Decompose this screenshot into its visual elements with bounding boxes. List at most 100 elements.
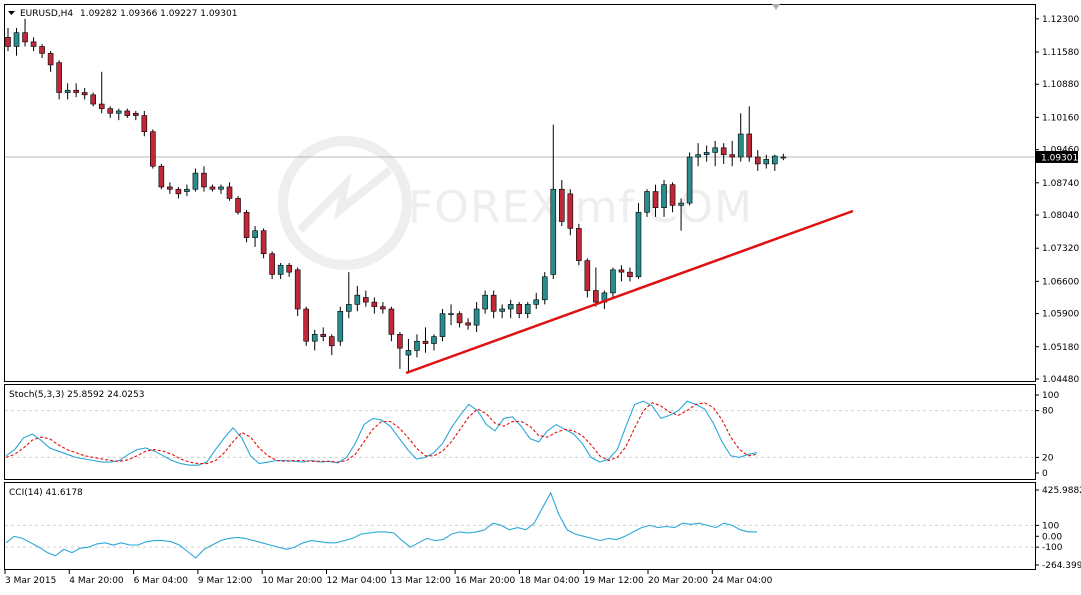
price-tick-label: 1.05180: [1042, 343, 1079, 353]
candle-bull: [661, 184, 667, 208]
candle-bull: [115, 110, 122, 114]
candle-bull: [277, 264, 284, 275]
candle-bear: [209, 186, 216, 190]
osc-tick-label: 100: [1042, 391, 1059, 401]
candle-bull: [354, 294, 361, 305]
price-tick-label: 1.09460: [1042, 146, 1079, 156]
candle-bear: [260, 230, 267, 255]
cci-label: CCI(14) 41.6178: [9, 488, 83, 498]
candle-bear: [388, 308, 395, 335]
candle-bull: [524, 304, 531, 314]
time-tick-label: 3 Mar 2015: [5, 576, 56, 586]
candle-bear: [47, 53, 54, 66]
candle-bear: [303, 308, 310, 342]
candle-bear: [269, 253, 275, 275]
time-tick-label: 20 Mar 20:00: [648, 576, 708, 586]
candle-bear: [618, 269, 625, 273]
price-tick-label: 1.04480: [1042, 375, 1079, 385]
candle-bear: [652, 191, 659, 208]
candle-bull: [644, 191, 650, 213]
candle-bear: [746, 133, 753, 158]
candle-bear: [107, 108, 114, 114]
candle-bull: [771, 155, 778, 165]
candle-bear: [490, 294, 497, 312]
ohlc-values: 1.09282 1.09366 1.09227 1.09301: [80, 9, 237, 19]
candle-bear: [5, 36, 11, 47]
osc-tick-label: -264.3997: [1042, 561, 1081, 571]
candle-bear: [73, 89, 79, 93]
candle-bear: [141, 115, 148, 132]
candle-bull: [192, 172, 199, 190]
time-tick-label: 19 Mar 12:00: [584, 576, 644, 586]
price-tick-label: 1.05900: [1042, 310, 1079, 320]
candle-bull: [405, 350, 412, 356]
candle-bear: [397, 334, 403, 349]
candle-bull: [473, 308, 480, 326]
candle-bull: [448, 313, 454, 315]
candle-bear: [576, 228, 582, 261]
cci-panel[interactable]: [4, 482, 1036, 570]
cci-line: [5, 491, 758, 559]
candle-bear: [158, 165, 165, 188]
stoch-signal-line: [5, 402, 758, 465]
candle-bear: [294, 269, 301, 310]
candle-bear: [175, 188, 182, 195]
candle-bear: [226, 186, 233, 199]
candle-bear: [516, 304, 523, 314]
stoch-lines: [5, 400, 1035, 466]
candle-bear: [124, 110, 131, 116]
candle-bear: [30, 41, 37, 47]
candle-bear: [567, 193, 574, 229]
candles: [5, 18, 787, 374]
stoch-label: Stoch(5,3,3) 25.8592 24.0253: [9, 390, 144, 400]
scroll-marker-icon[interactable]: [772, 4, 780, 10]
candle-bear: [558, 188, 565, 222]
cci-lines: [5, 491, 1035, 559]
candle-bear: [720, 147, 727, 156]
candle-bull: [345, 304, 352, 312]
time-tick-label: 12 Mar 04:00: [327, 576, 387, 586]
candle-bull: [507, 304, 514, 310]
price-tick-label: 1.10880: [1042, 80, 1079, 90]
candle-bull: [439, 313, 446, 337]
candle-bear: [320, 334, 327, 337]
candle-bull: [64, 89, 71, 93]
watermark-logo: FOREXimf.COM: [278, 136, 753, 270]
trendline[interactable]: [405, 209, 854, 375]
osc-tick-label: 425.9882: [1042, 486, 1081, 496]
watermark-text: FOREXimf.COM: [408, 182, 753, 233]
current-price-label: 1.09301: [1041, 153, 1078, 163]
time-tick-label: 24 Mar 04:00: [712, 576, 772, 586]
price-axis: 1.12300 1.11580 1.10880 1.10160 1.09460 1.087…: [1035, 15, 1079, 385]
candle-bull: [763, 159, 770, 165]
candle-bull: [703, 152, 710, 156]
stoch-panel[interactable]: [4, 384, 1036, 480]
candle-bear: [593, 290, 599, 303]
candle-bear: [729, 154, 736, 158]
candle-bear: [627, 271, 633, 278]
candle-bull: [533, 299, 540, 305]
candle-bear: [150, 131, 156, 167]
candle-bull: [550, 188, 557, 275]
candle-bear: [380, 306, 386, 310]
candle-bear: [363, 297, 369, 303]
dropdown-triangle-icon[interactable]: [8, 11, 15, 15]
time-tick-label: 6 Mar 04:00: [134, 576, 189, 586]
osc-tick-label: -100: [1042, 543, 1063, 553]
current-price-box: [1036, 150, 1078, 163]
price-tick-label: 1.06600: [1042, 277, 1079, 287]
candle-bull: [414, 340, 420, 351]
candle-bear: [235, 198, 241, 213]
time-tick-label: 10 Mar 20:00: [262, 576, 322, 586]
osc-tick-label: 100: [1042, 521, 1059, 531]
price-tick-label: 1.11580: [1042, 48, 1079, 58]
candle-bull: [695, 154, 701, 158]
osc-tick-label: 0: [1042, 469, 1048, 479]
candle-bear: [81, 92, 88, 96]
candle-bear: [456, 313, 463, 324]
candle-bear: [243, 211, 250, 238]
symbol-timeframe: EURUSD,H4: [20, 9, 73, 19]
candle-bear: [669, 184, 676, 206]
